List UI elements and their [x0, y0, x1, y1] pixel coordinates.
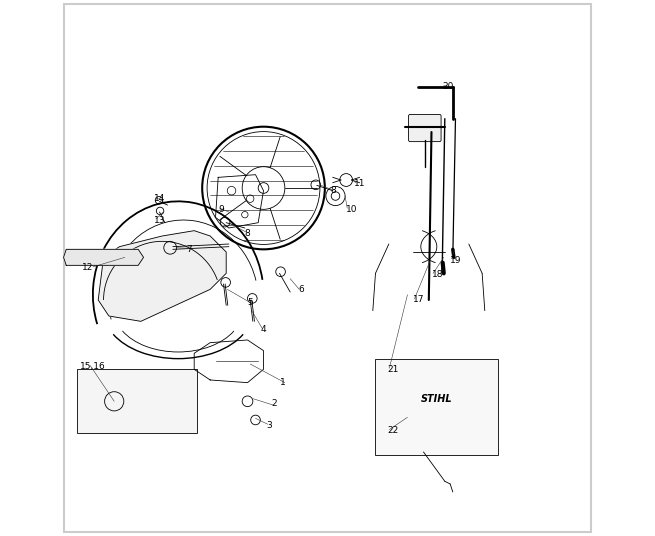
- Polygon shape: [64, 249, 143, 265]
- Text: 11: 11: [354, 179, 365, 188]
- FancyBboxPatch shape: [77, 369, 197, 433]
- Text: 8: 8: [330, 186, 336, 195]
- Text: 6: 6: [298, 285, 304, 294]
- Text: 5: 5: [248, 298, 253, 307]
- Text: 19: 19: [450, 256, 462, 264]
- Text: 14: 14: [154, 194, 166, 203]
- Text: 17: 17: [413, 295, 424, 304]
- Text: 3: 3: [266, 421, 272, 430]
- Polygon shape: [98, 230, 226, 321]
- Text: 20: 20: [442, 82, 453, 91]
- Text: 21: 21: [388, 365, 399, 374]
- Text: 1: 1: [280, 378, 286, 387]
- Text: 12: 12: [83, 264, 94, 272]
- Text: 22: 22: [388, 426, 399, 435]
- Text: 2: 2: [272, 399, 277, 408]
- Text: 8: 8: [245, 229, 251, 238]
- Text: 13: 13: [154, 215, 166, 225]
- Text: 15,16: 15,16: [79, 362, 105, 371]
- Text: 7: 7: [186, 245, 192, 254]
- Text: STIHL: STIHL: [421, 393, 453, 404]
- FancyBboxPatch shape: [375, 359, 498, 455]
- Text: 10: 10: [346, 205, 358, 214]
- Text: 9: 9: [218, 205, 224, 214]
- Text: 18: 18: [432, 271, 443, 279]
- Text: 4: 4: [261, 325, 267, 334]
- FancyBboxPatch shape: [409, 114, 441, 142]
